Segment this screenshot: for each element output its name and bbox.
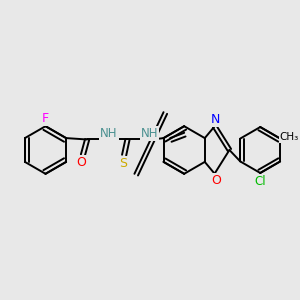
Text: CH₃: CH₃ xyxy=(280,132,299,142)
Text: Cl: Cl xyxy=(254,176,266,188)
Text: S: S xyxy=(120,157,128,169)
Text: NH: NH xyxy=(100,127,118,140)
Text: O: O xyxy=(76,156,86,169)
Text: N: N xyxy=(211,112,220,125)
Text: O: O xyxy=(211,175,220,188)
Text: F: F xyxy=(42,112,49,125)
Text: NH: NH xyxy=(141,127,158,140)
